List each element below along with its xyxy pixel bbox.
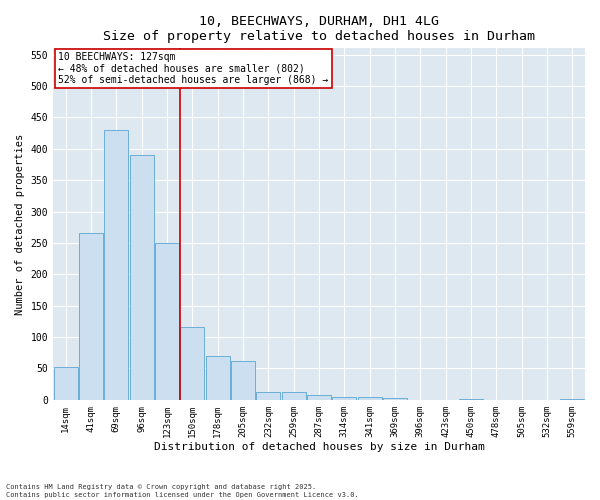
Bar	[231, 361, 255, 400]
Bar	[459, 398, 483, 400]
Bar	[281, 392, 306, 400]
Text: Contains HM Land Registry data © Crown copyright and database right 2025.
Contai: Contains HM Land Registry data © Crown c…	[6, 484, 359, 498]
Bar	[206, 356, 230, 400]
Bar	[155, 243, 179, 400]
Bar	[358, 396, 382, 400]
Bar	[53, 367, 78, 400]
Bar	[181, 327, 205, 400]
Bar	[104, 130, 128, 400]
Bar	[79, 234, 103, 400]
Bar	[307, 395, 331, 400]
Bar	[256, 392, 280, 400]
Bar	[383, 398, 407, 400]
Bar	[130, 155, 154, 400]
X-axis label: Distribution of detached houses by size in Durham: Distribution of detached houses by size …	[154, 442, 484, 452]
Bar	[332, 396, 356, 400]
Bar	[560, 399, 584, 400]
Title: 10, BEECHWAYS, DURHAM, DH1 4LG
Size of property relative to detached houses in D: 10, BEECHWAYS, DURHAM, DH1 4LG Size of p…	[103, 15, 535, 43]
Y-axis label: Number of detached properties: Number of detached properties	[15, 134, 25, 314]
Text: 10 BEECHWAYS: 127sqm
← 48% of detached houses are smaller (802)
52% of semi-deta: 10 BEECHWAYS: 127sqm ← 48% of detached h…	[58, 52, 329, 85]
